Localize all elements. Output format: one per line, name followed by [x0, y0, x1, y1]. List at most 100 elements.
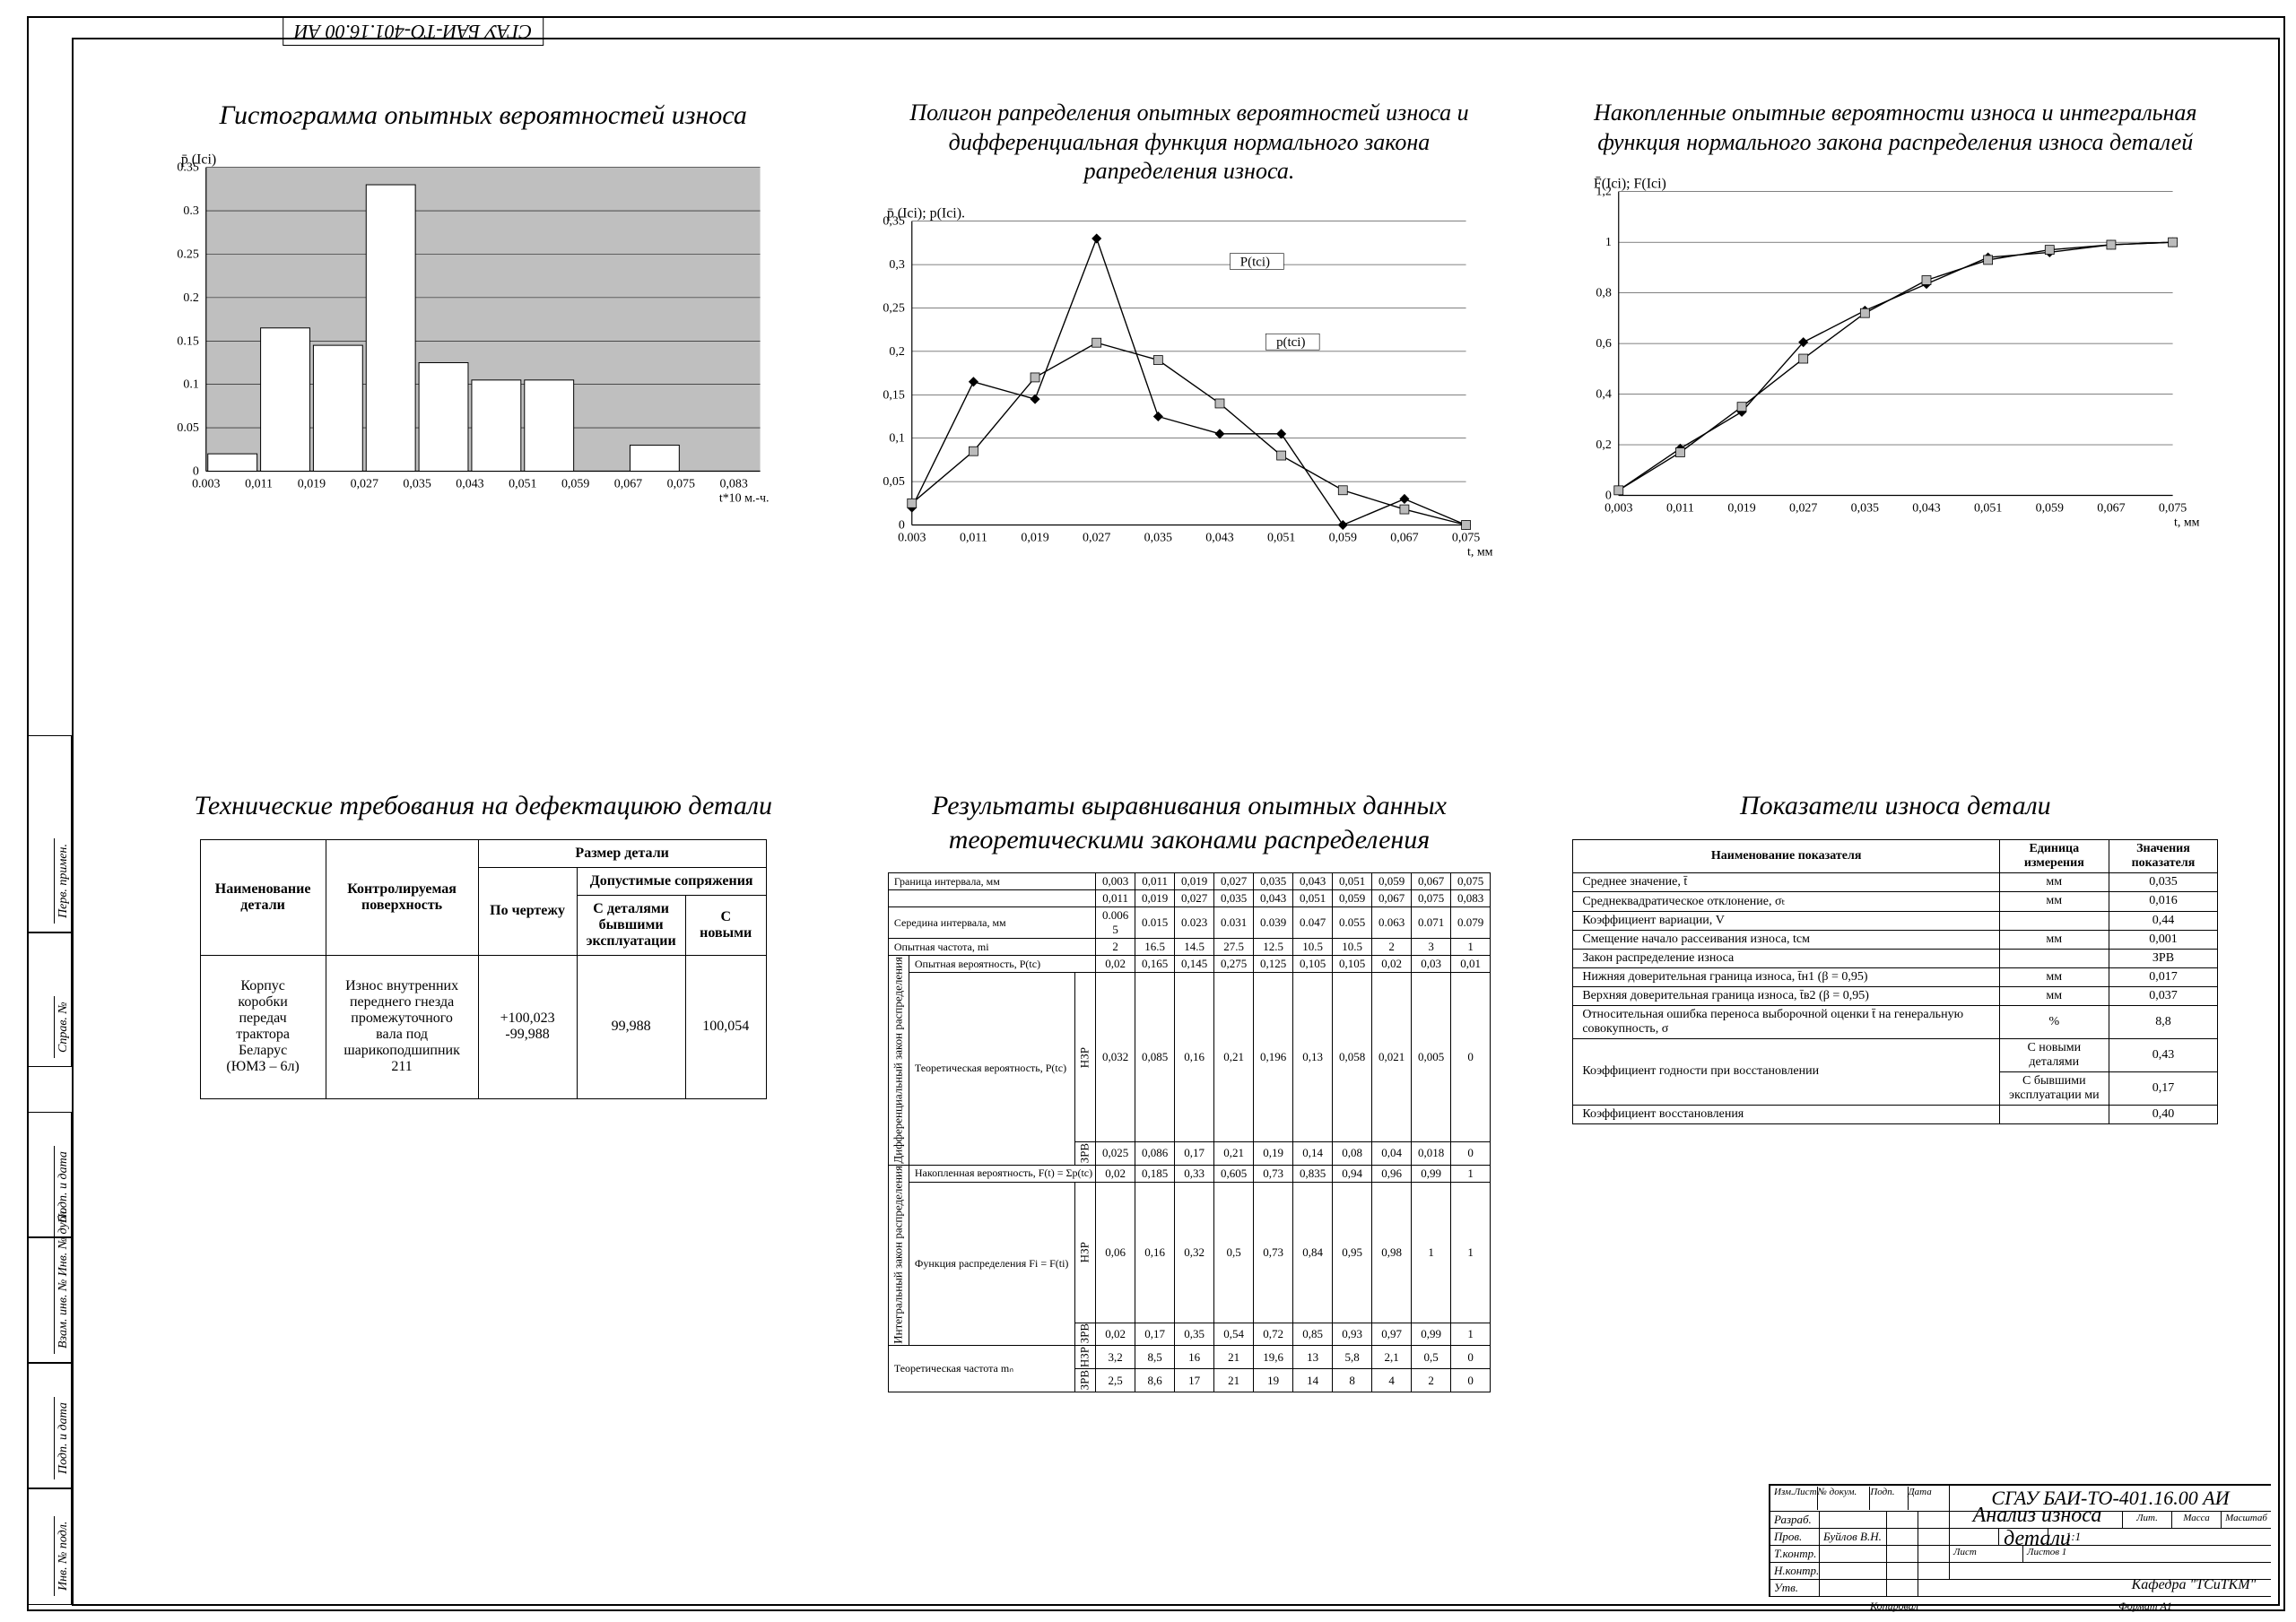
tb-dept: Кафедра "ТСиТКМ"	[2122, 1577, 2266, 1593]
svg-text:0,051: 0,051	[1267, 531, 1295, 544]
td: 2,5	[1096, 1369, 1135, 1392]
td: Коэффициент вариации, V	[1573, 911, 2000, 930]
svg-text:0,15: 0,15	[883, 388, 905, 402]
td: 10.5	[1333, 939, 1372, 956]
td: 13	[1293, 1346, 1333, 1369]
td: 0,059	[1333, 890, 1372, 907]
td: 0,40	[2109, 1105, 2218, 1123]
td: 0,17	[1135, 1323, 1175, 1345]
td: 0,059	[1372, 873, 1412, 890]
td: 0,16	[1135, 1182, 1175, 1323]
td: Теоретическая вероятность, P(tc)	[909, 973, 1074, 1166]
td: 0,067	[1372, 890, 1412, 907]
svg-text:0,067: 0,067	[614, 477, 642, 490]
cdf-title: Накопленные опытные вероятности износа и…	[1590, 99, 2202, 157]
td: 0,21	[1214, 1142, 1254, 1165]
polygon-chart: 00,050,10,150,20,250,30,350.0030,0110,01…	[849, 203, 1528, 588]
svg-text:0,011: 0,011	[1666, 501, 1694, 515]
svg-text:0,4: 0,4	[1596, 388, 1611, 402]
td: 0,067	[1412, 873, 1451, 890]
svg-text:0,05: 0,05	[883, 475, 905, 489]
td	[1999, 1105, 2109, 1123]
td: 4	[1372, 1369, 1412, 1392]
svg-text:0,027: 0,027	[1789, 501, 1817, 515]
td: 21	[1214, 1346, 1254, 1369]
td: 99,988	[577, 955, 685, 1098]
svg-text:0.05: 0.05	[177, 421, 198, 435]
td: 0,96	[1372, 1165, 1412, 1182]
th: Контролируемая поверхность	[326, 839, 478, 955]
svg-text:0,003: 0,003	[1605, 501, 1632, 515]
td: 0.015	[1135, 907, 1175, 939]
tb-main-title: Анализ износа детали	[1954, 1504, 2120, 1575]
tb-cell: Утв.	[1770, 1580, 1820, 1596]
tb-cell: Лит.	[2123, 1512, 2172, 1528]
td: 0,037	[2109, 986, 2218, 1005]
td: 0,035	[1214, 890, 1254, 907]
td: 0,003	[1096, 873, 1135, 890]
td: 0,043	[1293, 873, 1333, 890]
td: 0,275	[1214, 956, 1254, 973]
td	[888, 890, 1095, 907]
td: 0.047	[1293, 907, 1333, 939]
svg-text:0.15: 0.15	[177, 334, 198, 348]
td: 0,02	[1096, 1323, 1135, 1345]
svg-text:0,059: 0,059	[561, 477, 589, 490]
svg-text:0.003: 0.003	[898, 531, 926, 544]
td: 0.079	[1451, 907, 1491, 939]
svg-text:0,075: 0,075	[2159, 501, 2187, 515]
td: 0,027	[1175, 890, 1214, 907]
td: С новыми деталями	[1999, 1038, 2109, 1071]
td: 0,35	[1175, 1323, 1214, 1345]
td: 0,01	[1451, 956, 1491, 973]
td: 0,075	[1451, 873, 1491, 890]
td: 0,196	[1254, 973, 1293, 1142]
svg-text:t, мм: t, мм	[2174, 516, 2200, 529]
td: 0,99	[1412, 1323, 1451, 1345]
svg-text:0,075: 0,075	[1452, 531, 1480, 544]
svg-text:t, мм: t, мм	[1467, 545, 1493, 559]
tb-cell: Подп.	[1870, 1487, 1908, 1510]
td: 0,051	[1293, 890, 1333, 907]
svg-text:0.1: 0.1	[183, 377, 198, 391]
svg-text:F̄(Iсi); F(Iсi): F̄(Iсi); F(Iсi)	[1594, 177, 1666, 192]
td: 8	[1333, 1369, 1372, 1392]
td: 0,14	[1293, 1142, 1333, 1165]
td: 0,95	[1333, 1182, 1372, 1323]
svg-text:p̄ (Iсi): p̄ (Iсi)	[181, 152, 216, 167]
td: +100,023-99,988	[478, 955, 577, 1098]
td: 0,035	[2109, 872, 2218, 891]
td: Середина интервала, мм	[888, 907, 1095, 939]
td: 0,001	[2109, 930, 2218, 949]
td: Коэффициент годности при восстановлении	[1573, 1038, 2000, 1105]
td: 0,97	[1372, 1323, 1412, 1345]
th: По чертежу	[478, 867, 577, 955]
cdf-panel: Накопленные опытные вероятности износа и…	[1556, 99, 2235, 655]
td	[1999, 949, 2109, 967]
td: 17	[1175, 1369, 1214, 1392]
td: 0,72	[1254, 1323, 1293, 1345]
td: Функция распределения Fi = F(ti)	[909, 1182, 1074, 1346]
svg-text:0,067: 0,067	[2097, 501, 2125, 515]
td: 0,04	[1372, 1142, 1412, 1165]
svg-text:0,059: 0,059	[1329, 531, 1357, 544]
results-panel: Результаты выравнивания опытных данных т…	[849, 789, 1528, 1345]
svg-text:0,035: 0,035	[1850, 501, 1878, 515]
td: Накопленная вероятность, F(t) = Σp(tc)	[909, 1165, 1095, 1182]
side-label: Взам. инв. № Инв. № дубл.	[54, 1202, 73, 1354]
td: 0,058	[1333, 973, 1372, 1142]
results-title: Результаты выравнивания опытных данных т…	[883, 789, 1495, 856]
td: 0,73	[1254, 1165, 1293, 1182]
td: 0,018	[1412, 1142, 1451, 1165]
td: Теоретическая частота mₙ	[888, 1346, 1074, 1392]
td: Среднее значение, t̄	[1573, 872, 2000, 891]
td: 0,017	[2109, 967, 2218, 986]
svg-text:0,8: 0,8	[1596, 287, 1611, 300]
td: 0,06	[1096, 1182, 1135, 1323]
svg-text:0: 0	[1605, 489, 1611, 502]
td: Граница интервала, мм	[888, 873, 1095, 890]
td: 0,17	[1175, 1142, 1214, 1165]
td: 0.006 5	[1096, 907, 1135, 939]
svg-text:0: 0	[899, 518, 905, 532]
td: 0,185	[1135, 1165, 1175, 1182]
